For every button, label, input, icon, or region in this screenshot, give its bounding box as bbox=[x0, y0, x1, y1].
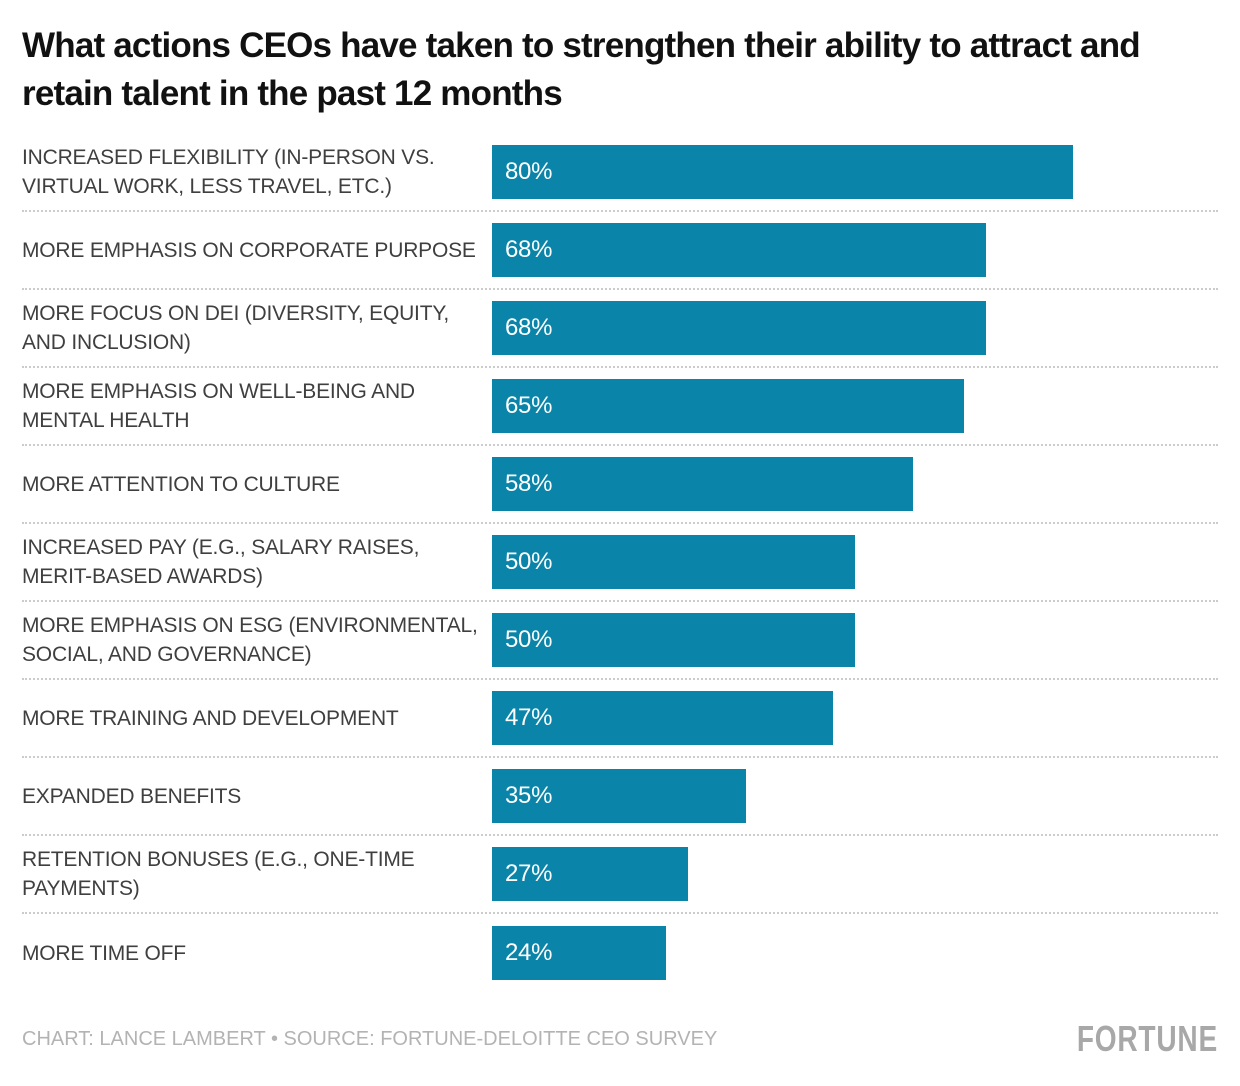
bar-track: 68% bbox=[492, 223, 1218, 277]
chart-row: MORE TRAINING AND DEVELOPMENT 47% bbox=[22, 680, 1218, 758]
chart-row: RETENTION BONUSES (E.G., ONE-TIME PAYMEN… bbox=[22, 836, 1218, 914]
value-bar: 65% bbox=[492, 379, 964, 433]
value-label: 50% bbox=[505, 626, 553, 653]
bar-track: 50% bbox=[492, 535, 1218, 589]
category-label: RETENTION BONUSES (E.G., ONE-TIME PAYMEN… bbox=[22, 848, 415, 900]
value-bar: 24% bbox=[492, 926, 667, 980]
value-label: 68% bbox=[505, 236, 553, 263]
bar-track: 65% bbox=[492, 379, 1218, 433]
value-bar: 27% bbox=[492, 847, 689, 901]
bar-chart: INCREASED FLEXIBILITY (IN-PERSON VS. VIR… bbox=[22, 134, 1218, 992]
chart-row: MORE EMPHASIS ON WELL-BEING AND MENTAL H… bbox=[22, 368, 1218, 446]
value-bar: 58% bbox=[492, 457, 914, 511]
bar-track: 24% bbox=[492, 926, 1218, 980]
bar-track: 58% bbox=[492, 457, 1218, 511]
value-label: 47% bbox=[505, 704, 553, 731]
value-bar: 68% bbox=[492, 223, 986, 277]
value-label: 24% bbox=[505, 939, 553, 966]
chart-row: EXPANDED BENEFITS 35% bbox=[22, 758, 1218, 836]
value-label: 58% bbox=[505, 470, 553, 497]
bar-track: 80% bbox=[492, 145, 1218, 199]
category-label: MORE FOCUS ON DEI (DIVERSITY, EQUITY, AN… bbox=[22, 302, 450, 354]
value-bar: 50% bbox=[492, 535, 855, 589]
category-label: INCREASED FLEXIBILITY (IN-PERSON VS. VIR… bbox=[22, 146, 435, 198]
value-label: 50% bbox=[505, 548, 553, 575]
value-bar: 68% bbox=[492, 301, 986, 355]
source-credit: CHART: LANCE LAMBERT • SOURCE: FORTUNE-D… bbox=[22, 1027, 718, 1050]
chart-row: INCREASED FLEXIBILITY (IN-PERSON VS. VIR… bbox=[22, 134, 1218, 212]
category-label: MORE TRAINING AND DEVELOPMENT bbox=[22, 706, 399, 730]
value-bar: 35% bbox=[492, 769, 747, 823]
chart-row: MORE ATTENTION TO CULTURE 58% bbox=[22, 446, 1218, 524]
category-label: INCREASED PAY (E.G., SALARY RAISES, MERI… bbox=[22, 536, 420, 588]
category-label: MORE TIME OFF bbox=[22, 941, 186, 965]
value-bar: 47% bbox=[492, 691, 834, 745]
value-label: 80% bbox=[505, 158, 553, 185]
value-bar: 50% bbox=[492, 613, 855, 667]
chart-row: MORE EMPHASIS ON ESG (ENVIRONMENTAL, SOC… bbox=[22, 602, 1218, 680]
chart-row: MORE FOCUS ON DEI (DIVERSITY, EQUITY, AN… bbox=[22, 290, 1218, 368]
bar-track: 27% bbox=[492, 847, 1218, 901]
bar-track: 47% bbox=[492, 691, 1218, 745]
bar-track: 35% bbox=[492, 769, 1218, 823]
category-label: MORE EMPHASIS ON WELL-BEING AND MENTAL H… bbox=[22, 380, 415, 432]
chart-title: What actions CEOs have taken to strength… bbox=[22, 26, 1141, 113]
value-label: 27% bbox=[505, 860, 553, 887]
category-label: MORE ATTENTION TO CULTURE bbox=[22, 472, 340, 496]
category-label: MORE EMPHASIS ON CORPORATE PURPOSE bbox=[22, 238, 476, 262]
value-label: 35% bbox=[505, 782, 553, 809]
value-label: 65% bbox=[505, 392, 553, 419]
value-bar: 80% bbox=[492, 145, 1073, 199]
category-label: EXPANDED BENEFITS bbox=[22, 784, 242, 808]
bar-track: 50% bbox=[492, 613, 1218, 667]
chart-footer: CHART: LANCE LAMBERT • SOURCE: FORTUNE-D… bbox=[22, 1018, 1218, 1060]
category-label: MORE EMPHASIS ON ESG (ENVIRONMENTAL, SOC… bbox=[22, 614, 478, 666]
chart-row: MORE TIME OFF 24% bbox=[22, 914, 1218, 992]
chart-row: MORE EMPHASIS ON CORPORATE PURPOSE 68% bbox=[22, 212, 1218, 290]
value-label: 68% bbox=[505, 314, 553, 341]
chart-row: INCREASED PAY (E.G., SALARY RAISES, MERI… bbox=[22, 524, 1218, 602]
bar-track: 68% bbox=[492, 301, 1218, 355]
fortune-logo: FORTUNE bbox=[1076, 1018, 1218, 1059]
